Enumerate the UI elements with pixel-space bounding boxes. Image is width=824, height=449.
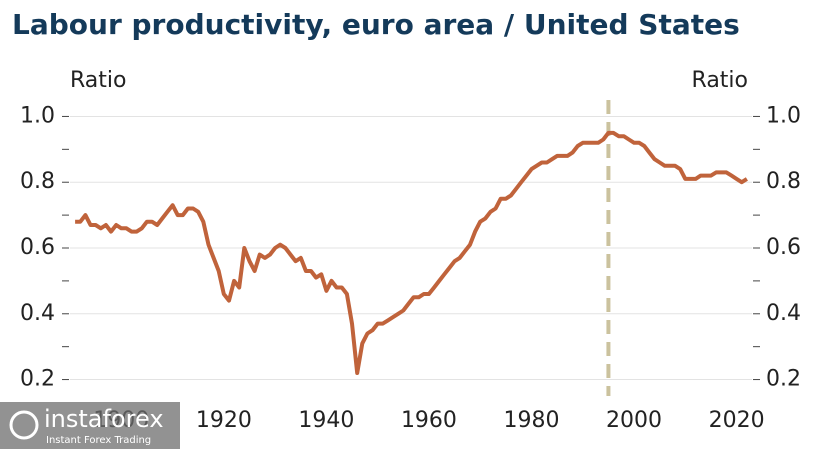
x-tick-label: 1980 [504, 408, 560, 433]
y2-tick-label: 0.6 [766, 235, 801, 260]
y2-tick-label: 0.8 [766, 169, 801, 194]
y2-tick-label: 0.4 [766, 301, 801, 326]
y-tick-label: 0.8 [20, 169, 55, 194]
y2-tick-label: 1.0 [766, 103, 801, 128]
watermark-tagline: Instant Forex Trading [46, 435, 151, 446]
watermark-name: instaforex [44, 405, 164, 433]
y2-axis-label: Ratio [692, 68, 748, 93]
data-line [75, 130, 748, 375]
chart-title: Labour productivity, euro area / United … [12, 8, 740, 41]
y-tick-label: 0.2 [20, 367, 55, 392]
y-tick-label: 0.4 [20, 301, 55, 326]
watermark-logo [9, 410, 39, 440]
x-tick-label: 2020 [709, 408, 765, 433]
y-tick-label: 0.6 [20, 235, 55, 260]
x-tick-label: 2000 [606, 408, 662, 433]
y-axis-label: Ratio [70, 68, 126, 93]
watermark-box [0, 402, 180, 449]
x-tick-label: 1940 [298, 408, 354, 433]
x-tick-label: 1960 [401, 408, 457, 433]
y2-tick-label: 0.2 [766, 367, 801, 392]
x-tick-label: 1920 [196, 408, 252, 433]
y-tick-label: 1.0 [20, 103, 55, 128]
